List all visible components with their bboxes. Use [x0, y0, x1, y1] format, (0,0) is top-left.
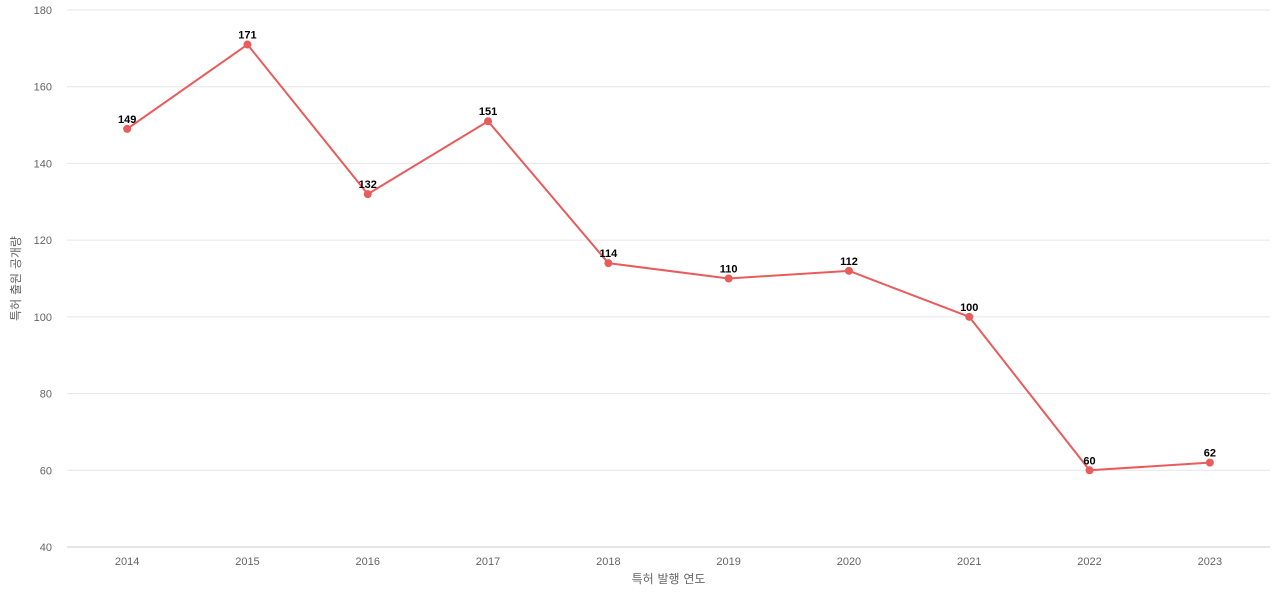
- data-point: [243, 40, 252, 49]
- data-point: [1205, 458, 1214, 467]
- data-label: 100: [960, 302, 978, 314]
- x-tick-label: 2022: [1077, 556, 1101, 568]
- data-label: 171: [238, 30, 256, 42]
- data-point: [965, 312, 974, 321]
- data-label: 60: [1083, 455, 1095, 467]
- x-tick-label: 2018: [596, 556, 620, 568]
- data-labels-layer: 149 171 132 151 114 110 112 100 60 62: [118, 30, 1216, 468]
- data-label: 110: [720, 264, 738, 276]
- data-label: 62: [1204, 448, 1216, 460]
- x-tick-label: 2016: [356, 556, 380, 568]
- data-label: 132: [359, 179, 377, 191]
- y-axis-ticks: 40 60 80 100 120 140 160 180: [34, 5, 52, 554]
- x-axis-ticks: 2014 2015 2016 2017 2018 2019 2020 2021 2022 2023: [115, 556, 1222, 568]
- y-axis-title: 특허 출원 공개량: [9, 236, 23, 321]
- y-tick-label: 40: [40, 542, 52, 554]
- x-tick-label: 2015: [235, 556, 259, 568]
- data-point: [724, 274, 733, 283]
- data-label: 149: [118, 114, 136, 126]
- grid-layer: [67, 9, 1270, 548]
- x-tick-label: 2014: [115, 556, 139, 568]
- data-point: [604, 259, 613, 268]
- data-point: [123, 124, 132, 133]
- series-line: [126, 43, 1211, 472]
- x-tick-label: 2017: [476, 556, 500, 568]
- x-tick-label: 2019: [716, 556, 740, 568]
- y-tick-label: 120: [34, 235, 52, 247]
- y-tick-label: 140: [34, 158, 52, 170]
- data-point: [1085, 466, 1094, 475]
- data-point: [363, 190, 372, 199]
- data-point: [484, 117, 493, 126]
- data-label: 114: [599, 248, 618, 260]
- y-tick-label: 100: [34, 312, 52, 324]
- points-layer: [123, 40, 1214, 475]
- y-tick-label: 60: [40, 465, 52, 477]
- data-point: [844, 266, 853, 275]
- x-tick-label: 2021: [957, 556, 981, 568]
- data-label: 151: [479, 106, 497, 118]
- y-tick-label: 160: [34, 82, 52, 94]
- data-label: 112: [840, 256, 858, 268]
- y-tick-label: 80: [40, 389, 52, 401]
- x-tick-label: 2020: [837, 556, 861, 568]
- x-tick-label: 2023: [1198, 556, 1222, 568]
- x-axis-title: 특허 발행 연도: [632, 571, 706, 586]
- y-tick-label: 180: [34, 5, 52, 17]
- series-layer: [126, 43, 1211, 472]
